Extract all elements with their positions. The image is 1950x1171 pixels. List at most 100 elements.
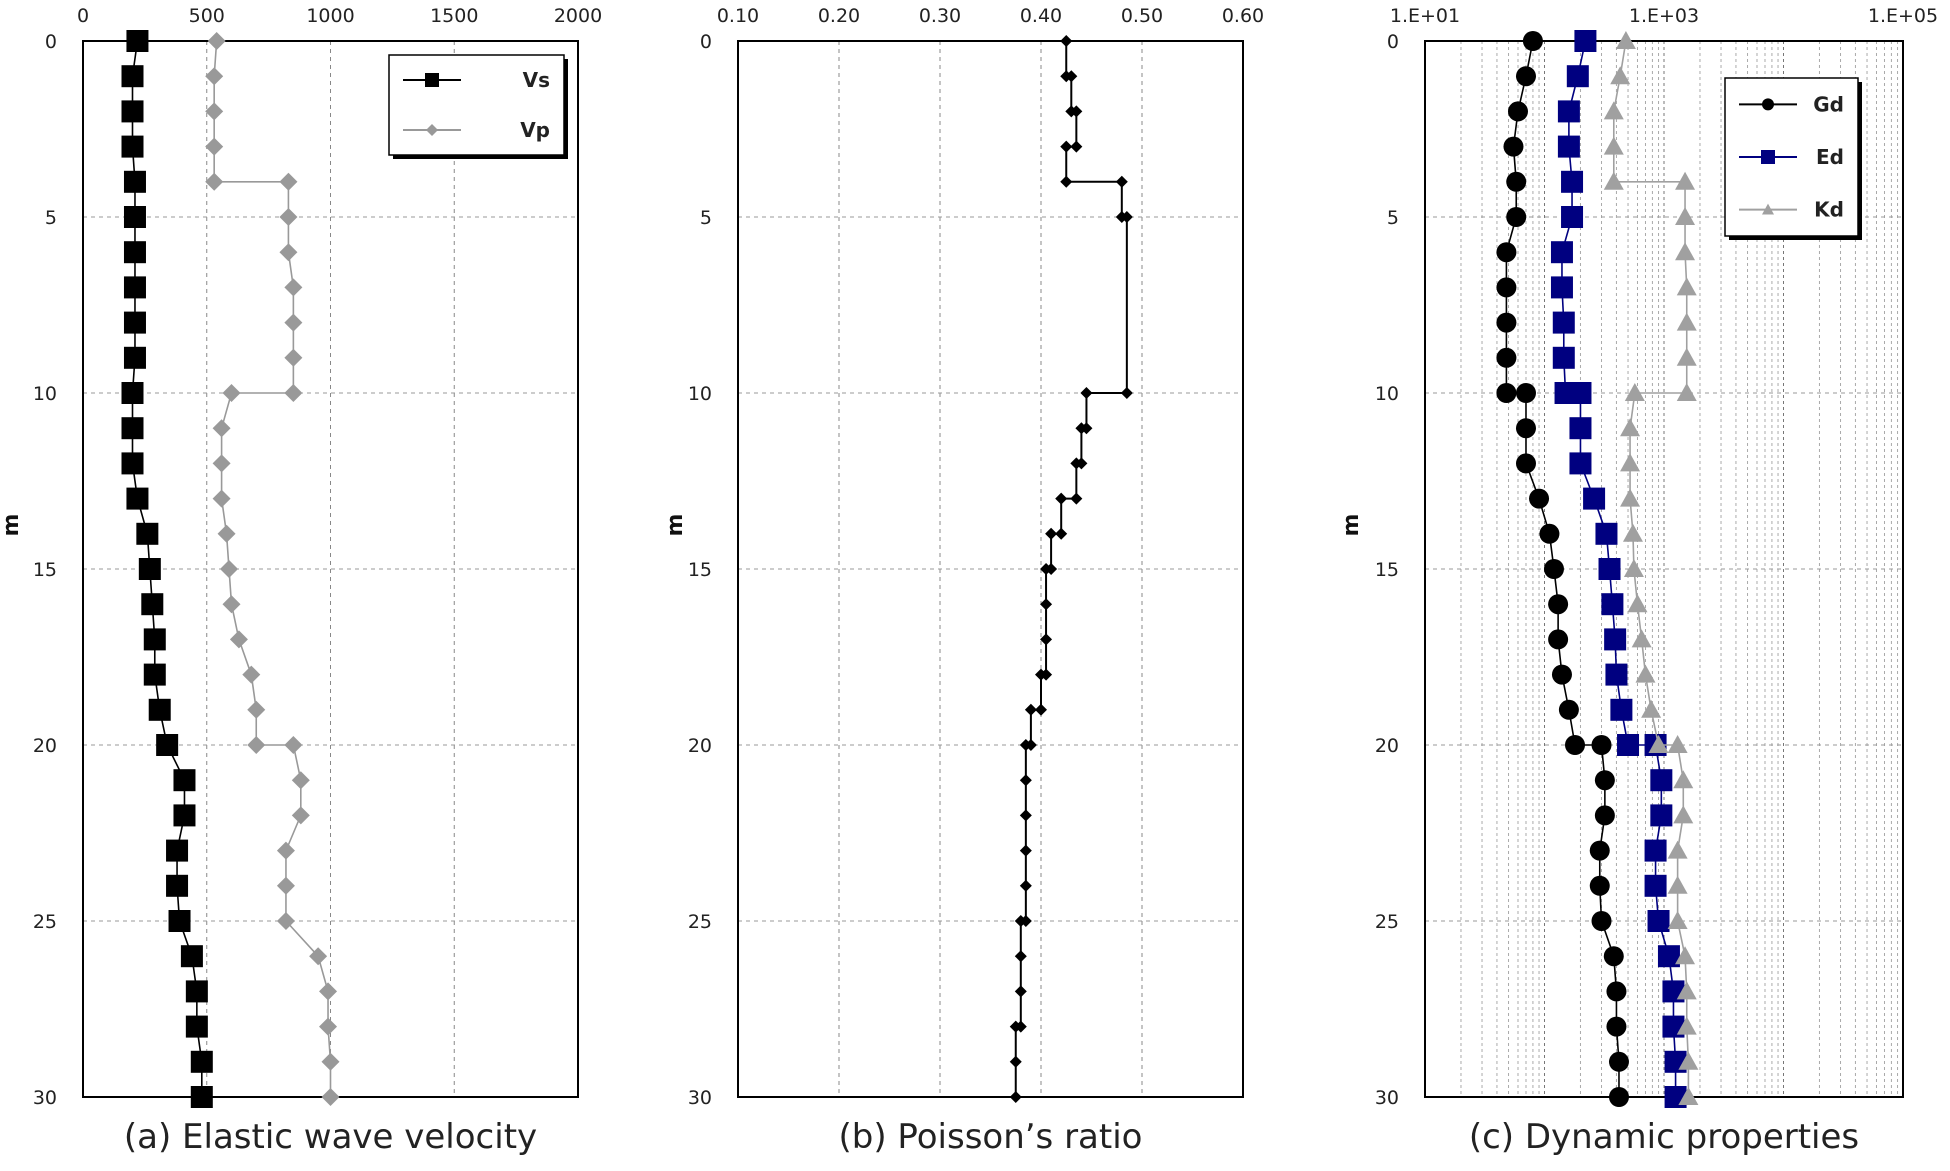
data-point [247, 736, 266, 754]
data-point [205, 137, 224, 156]
legend-label: Vs [523, 68, 550, 92]
data-point [1014, 985, 1027, 998]
data-point [1675, 946, 1696, 965]
y-tick-label: 20 [33, 735, 57, 757]
data-point [1496, 383, 1517, 403]
data-point [309, 947, 328, 966]
data-point [1024, 703, 1037, 716]
x-tick-label: 1.E+05 [1868, 5, 1938, 27]
data-point [1622, 523, 1643, 542]
data-point [1641, 699, 1662, 718]
data-point [1070, 492, 1083, 505]
data-point [156, 734, 179, 756]
data-point [276, 841, 295, 860]
data-point [1496, 277, 1517, 298]
legend-label: Gd [1813, 92, 1844, 116]
data-point [1496, 347, 1517, 368]
data-point [1624, 383, 1645, 401]
data-point [205, 172, 224, 191]
data-point [136, 522, 159, 545]
series-poisson-ratio [1009, 35, 1133, 1103]
data-point [1657, 945, 1680, 968]
data-point [1515, 66, 1536, 87]
data-point [279, 208, 298, 226]
data-point [1676, 981, 1697, 1000]
data-point [1610, 698, 1633, 721]
data-point [1009, 1020, 1022, 1033]
data-point [1515, 383, 1536, 403]
data-point [284, 384, 303, 402]
y-tick-label: 15 [1375, 559, 1399, 581]
x-tick-label: 0.20 [818, 5, 860, 27]
data-point [123, 241, 146, 264]
data-point [1019, 774, 1032, 787]
x-tick-label: 0.30 [919, 5, 961, 27]
data-point [1055, 527, 1068, 540]
data-point [1673, 770, 1694, 789]
data-point [1620, 453, 1641, 472]
data-point [1606, 1016, 1627, 1037]
data-point [1594, 770, 1615, 791]
data-point [1667, 840, 1688, 859]
data-point [166, 874, 189, 897]
data-point [1598, 558, 1621, 580]
data-point [123, 276, 146, 299]
data-point [1065, 70, 1078, 83]
data-point [173, 804, 196, 827]
y-axis-label: m [0, 514, 24, 537]
data-point [279, 243, 298, 262]
data-point [1569, 382, 1592, 404]
data-point [1506, 207, 1527, 227]
data-point [284, 348, 303, 367]
data-point [1635, 664, 1656, 683]
series-line [213, 40, 332, 1097]
panel-caption: (b) Poisson’s ratio [839, 1117, 1143, 1157]
data-point [1550, 241, 1573, 264]
data-point [1014, 915, 1027, 927]
data-point [1070, 105, 1083, 118]
data-point [123, 170, 146, 193]
data-point [180, 945, 203, 968]
data-point [1551, 664, 1572, 685]
x-tick-label: 1500 [430, 5, 478, 27]
data-point [242, 665, 261, 684]
legend-marker [1762, 203, 1774, 215]
data-point [1678, 1087, 1699, 1105]
data-point [1014, 950, 1027, 963]
data-point [126, 30, 149, 52]
data-point [1601, 593, 1624, 616]
data-point [1019, 809, 1032, 822]
y-tick-label: 15 [33, 559, 57, 581]
data-point [166, 839, 189, 862]
data-point [1603, 171, 1624, 190]
data-point [207, 32, 226, 50]
data-point [1552, 346, 1575, 369]
x-tick-label: 0.50 [1121, 5, 1163, 27]
data-point [321, 1088, 340, 1106]
data-point [1496, 242, 1517, 263]
data-point [185, 980, 208, 1003]
chart-panel-3: 1.E+01 1.E+03 1.E+05 0 5 10 15 20 25 30 m Gd Ed Kd (c)… [1339, 5, 1938, 1157]
data-point [1561, 206, 1584, 228]
y-tick-label: 25 [688, 911, 712, 933]
x-tick-label: 0.10 [717, 5, 759, 27]
data-point [212, 454, 231, 473]
data-point [1120, 387, 1133, 399]
data-point [1595, 522, 1618, 545]
data-point [126, 487, 149, 510]
data-point [1675, 171, 1696, 190]
data-point [1019, 739, 1032, 751]
y-tick-label: 5 [700, 207, 712, 229]
y-tick-label: 20 [1375, 735, 1399, 757]
data-point [1515, 453, 1536, 474]
data-point [212, 489, 231, 508]
data-point [1620, 418, 1641, 437]
legend: Vs Vp [388, 54, 568, 159]
data-point [321, 1052, 340, 1071]
legend-label: Kd [1814, 198, 1844, 222]
data-point [1574, 30, 1597, 52]
data-point [1060, 140, 1073, 153]
plot-frame [737, 40, 1244, 1098]
data-point [141, 593, 164, 616]
data-point [121, 100, 144, 123]
